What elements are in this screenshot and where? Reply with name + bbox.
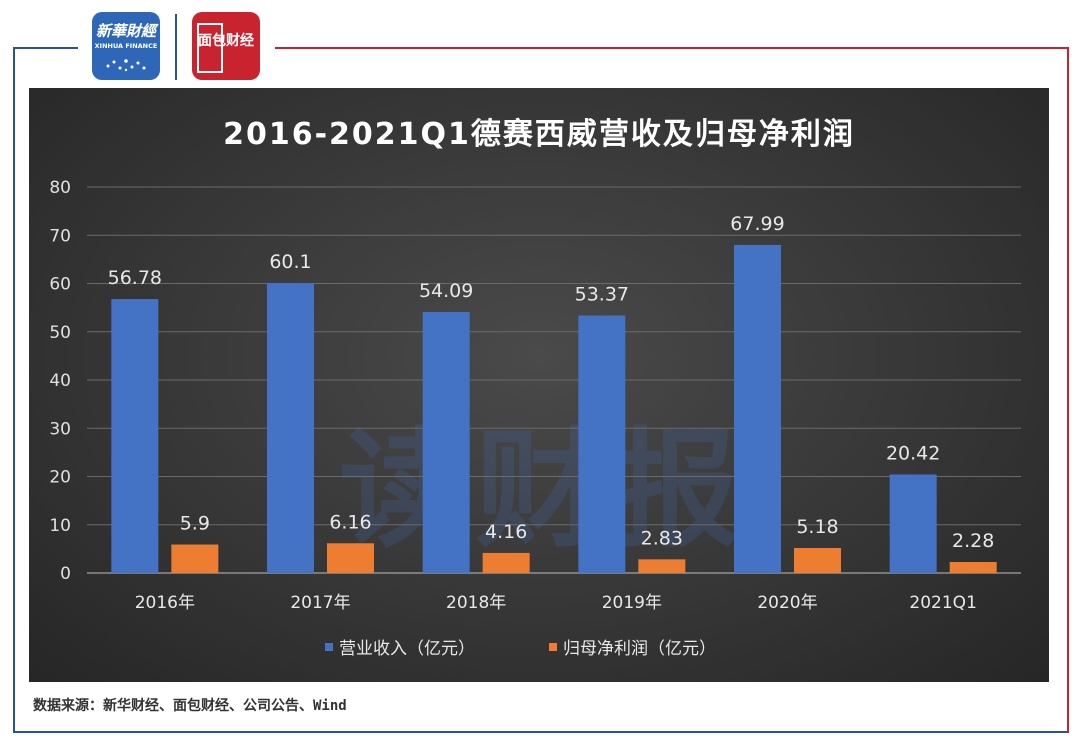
legend-swatch-revenue <box>325 643 333 651</box>
data-label-revenue: 67.99 <box>730 213 784 235</box>
bar-revenue <box>111 299 159 573</box>
data-label-net-profit: 4.16 <box>485 521 527 543</box>
source-note: 数据来源：新华财经、面包财经、公司公告、Wind <box>33 698 347 714</box>
y-tick-label: 80 <box>49 178 71 198</box>
y-tick-label: 70 <box>49 226 71 246</box>
frame-right-line <box>1067 47 1069 733</box>
x-tick-label: 2016年 <box>135 593 195 613</box>
data-label-net-profit: 6.16 <box>329 511 371 533</box>
y-tick-label: 50 <box>49 323 71 343</box>
y-tick-label: 20 <box>49 468 71 488</box>
bar-revenue <box>422 312 470 573</box>
bars-layer <box>111 244 997 574</box>
bar-net-profit <box>638 559 686 573</box>
xinhua-logo-cn: 新華財經 <box>95 22 156 40</box>
bar-revenue <box>267 283 314 573</box>
y-tick-label: 10 <box>49 516 71 536</box>
x-tick-label: 2017年 <box>290 593 350 613</box>
legend-label-net-profit: 归母净利润（亿元） <box>563 639 716 659</box>
frame-bottom-line <box>13 731 1069 733</box>
x-tick-label: 2018年 <box>446 593 506 613</box>
chart-panel: 读财报 2016-2021Q1德赛西威营收及归母净利润 0 10 20 30 40 50 6… <box>29 88 1049 682</box>
frame-top-left-line <box>13 47 78 49</box>
chart-title: 2016-2021Q1德赛西威营收及归母净利润 <box>223 117 855 152</box>
mianbao-finance-logo: 面包财经 <box>192 12 260 80</box>
bread-logo-frame <box>197 23 223 73</box>
frame-left-line <box>13 47 15 733</box>
data-label-net-profit: 2.28 <box>952 530 994 552</box>
bar-chart: 2016-2021Q1德赛西威营收及归母净利润 0 10 20 30 40 50 60 70 8… <box>49 117 1021 659</box>
x-tick-label: 2021Q1 <box>909 593 976 613</box>
data-label-revenue: 60.1 <box>269 251 311 273</box>
y-tick-label: 30 <box>49 419 71 439</box>
data-label-net-profit: 5.9 <box>180 513 210 535</box>
data-label-revenue: 56.78 <box>108 267 162 289</box>
bread-logo-text: 面包财经 <box>198 33 254 49</box>
legend-label-revenue: 营业收入（亿元） <box>339 639 475 659</box>
bar-net-profit <box>327 543 374 573</box>
logo-separator <box>175 14 177 80</box>
bar-net-profit <box>794 548 841 573</box>
bar-net-profit <box>949 561 997 573</box>
data-label-revenue: 20.42 <box>886 442 940 464</box>
frame-top-right-line <box>275 47 1069 49</box>
data-label-net-profit: 2.83 <box>641 527 683 549</box>
x-tick-label: 2020年 <box>757 593 817 613</box>
bar-net-profit <box>482 552 530 573</box>
y-tick-label: 0 <box>60 564 71 584</box>
data-label-net-profit: 5.18 <box>796 516 838 538</box>
bar-net-profit <box>171 544 219 573</box>
y-tick-label: 40 <box>49 371 71 391</box>
xinhua-dots-icon <box>106 59 146 72</box>
xinhua-logo-en: XINHUA FINANCE <box>94 42 158 50</box>
labels-layer: 56.78 5.9 2016年 60.1 6.16 2017年 54.09 4.16 2018年… <box>108 213 995 613</box>
data-label-revenue: 54.09 <box>419 280 473 302</box>
bar-revenue <box>578 315 626 573</box>
bar-revenue <box>889 474 937 573</box>
data-label-revenue: 53.37 <box>575 283 629 305</box>
xinhua-finance-logo: 新華財經 XINHUA FINANCE <box>92 12 160 80</box>
grid-layer: 0 10 20 30 40 50 60 70 80 <box>49 178 1021 584</box>
y-tick-label: 60 <box>49 275 71 295</box>
x-tick-label: 2019年 <box>602 593 662 613</box>
bar-revenue <box>734 244 781 574</box>
legend: 营业收入（亿元） 归母净利润（亿元） <box>325 639 716 659</box>
legend-swatch-net-profit <box>549 643 557 651</box>
